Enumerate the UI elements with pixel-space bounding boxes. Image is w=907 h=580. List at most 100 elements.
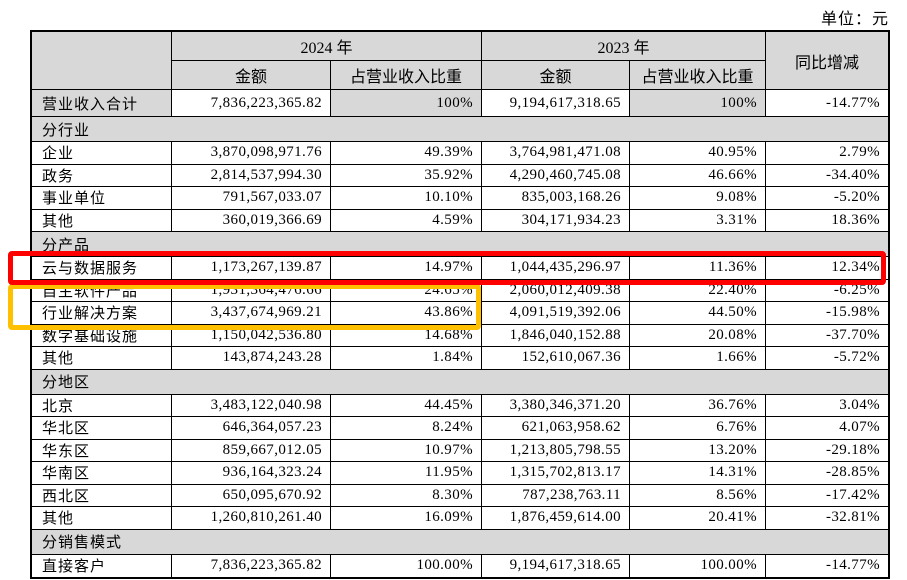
cell-yoy: -28.85% — [825, 464, 880, 481]
cell-amount-2024: 7,836,223,365.82 — [172, 554, 331, 577]
cell-amount-2024: 3,870,098,971.76 — [172, 142, 331, 164]
cell-yoy: -17.42% — [825, 486, 880, 503]
table-row: 直接客户 7,836,223,365.82 100.00% 9,194,617,318… — [32, 554, 888, 577]
cell-ratio-2024: 14.68% — [331, 324, 482, 346]
corner-cell — [32, 32, 172, 89]
table-row: 企业 3,870,098,971.76 49.39% 3,764,981,471.08… — [32, 142, 888, 165]
amount-2024-header: 金额 — [172, 61, 331, 89]
cell-ratio-2023: 13.20% — [630, 439, 766, 461]
table-row: 云与数据服务 1,173,267,139.87 14.97% 1,044,435,29… — [32, 257, 888, 280]
table-row: 政务 2,814,537,994.30 35.92% 4,290,460,745.08… — [32, 164, 888, 187]
cell-ratio-2024: 49.39% — [331, 142, 482, 164]
cell-label: 自主软件产品 — [32, 279, 172, 301]
year-2023-header: 2023 年 — [482, 32, 765, 61]
cell-yoy: 18.36% — [831, 211, 880, 228]
cell-amount-2024: 1,931,364,476.66 — [172, 279, 331, 301]
cell-amount-2024: 1,173,267,139.87 — [172, 257, 331, 279]
cell-ratio-2023: 6.76% — [630, 417, 766, 439]
cell-amount-2024: 650,095,670.92 — [172, 484, 331, 506]
cell-amount-2023: 787,238,763.11 — [482, 484, 630, 506]
cell-amount-2024: 791,567,033.07 — [172, 187, 331, 209]
cell-ratio-2023: 20.41% — [630, 507, 766, 529]
table-row: 华北区 646,364,057.23 8.24% 621,063,958.62 6.76… — [32, 417, 888, 440]
table-row: 其他 143,874,243.28 1.84% 152,610,067.36 1.66%… — [32, 347, 888, 370]
cell-yoy: -15.98% — [825, 304, 880, 321]
table-row: 数字基础设施 1,150,042,536.80 14.68% 1,846,040,15… — [32, 324, 888, 347]
cell-amount-2024: 3,437,674,969.21 — [172, 302, 331, 324]
cell-label: 数字基础设施 — [32, 324, 172, 346]
cell-amount-2023: 3,380,346,371.20 — [482, 394, 630, 416]
section-label: 分产品 — [42, 237, 91, 254]
cell-amount-2023: 3,764,981,471.08 — [482, 142, 630, 164]
cell-amount-2023: 4,290,460,745.08 — [482, 164, 630, 186]
cell-yoy: 2.79% — [839, 144, 880, 161]
cell-label: 其他 — [32, 347, 172, 369]
cell-ratio-2024: 100.00% — [331, 554, 482, 577]
table-row: 其他 1,260,810,261.40 16.09% 1,876,459,614.00… — [32, 507, 888, 530]
cell-ratio-2023: 20.08% — [630, 324, 766, 346]
cell-label: 直接客户 — [32, 554, 172, 577]
cell-yoy: 3.04% — [839, 396, 880, 413]
cell-label: 华北区 — [32, 417, 172, 439]
cell-label: 行业解决方案 — [32, 302, 172, 324]
cell-ratio-2023: 22.40% — [630, 279, 766, 301]
column-group-2024: 2024 年 金额 占营业收入比重 — [172, 32, 482, 89]
cell-amount-2023: 1,044,435,296.97 — [482, 257, 630, 279]
table-row: 行业解决方案 3,437,674,969.21 43.86% 4,091,519,39… — [32, 302, 888, 325]
cell-amount-2023: 304,171,934.23 — [482, 209, 630, 231]
cell-amount-2023: 1,315,702,813.17 — [482, 462, 630, 484]
cell-yoy: -6.25% — [833, 281, 880, 298]
section-row: 分销售模式 — [32, 529, 888, 555]
section-row: 分地区 — [32, 369, 888, 395]
cell-ratio-2023: 8.56% — [630, 484, 766, 506]
ratio-2024-header: 占营业收入比重 — [349, 69, 462, 86]
cell-yoy: -29.18% — [825, 441, 880, 458]
cell-amount-2024: 360,019,366.69 — [172, 209, 331, 231]
cell-ratio-2024: 4.59% — [331, 209, 482, 231]
cell-amount-2024: 143,874,243.28 — [172, 347, 331, 369]
cell-ratio-2023: 1.66% — [630, 347, 766, 369]
cell-ratio-2023: 9.08% — [630, 187, 766, 209]
table-row: 事业单位 791,567,033.07 10.10% 835,003,168.26 9.… — [32, 187, 888, 210]
cell-ratio-2024: 24.65% — [331, 279, 482, 301]
cell-ratio-2024: 11.95% — [331, 462, 482, 484]
column-group-2023: 2023 年 金额 占营业收入比重 — [482, 32, 766, 89]
amount-2023-header: 金额 — [482, 61, 630, 89]
cell-amount-2023: 621,063,958.62 — [482, 417, 630, 439]
cell-ratio-2024: 8.24% — [331, 417, 482, 439]
cell-label: 营业收入合计 — [32, 90, 172, 116]
cell-ratio-2023: 11.36% — [630, 257, 766, 279]
year-2024-header: 2024 年 — [172, 32, 481, 61]
cell-label: 华东区 — [32, 439, 172, 461]
cell-ratio-2024: 43.86% — [331, 302, 482, 324]
cell-amount-2023: 9,194,617,318.65 — [482, 554, 630, 577]
cell-amount-2024: 7,836,223,365.82 — [172, 90, 331, 116]
cell-ratio-2023: 14.31% — [630, 462, 766, 484]
cell-ratio-2024: 1.84% — [331, 347, 482, 369]
cell-amount-2023: 835,003,168.26 — [482, 187, 630, 209]
cell-ratio-2024: 44.45% — [331, 394, 482, 416]
cell-ratio-2024: 35.92% — [331, 164, 482, 186]
table-row: 其他 360,019,366.69 4.59% 304,171,934.23 3.31%… — [32, 209, 888, 232]
cell-amount-2024: 3,483,122,040.98 — [172, 394, 331, 416]
cell-amount-2024: 859,667,012.05 — [172, 439, 331, 461]
cell-yoy: -5.20% — [833, 189, 880, 206]
cell-amount-2023: 1,213,805,798.55 — [482, 439, 630, 461]
cell-amount-2024: 2,814,537,994.30 — [172, 164, 331, 186]
cell-ratio-2023: 3.31% — [630, 209, 766, 231]
table-body: 营业收入合计 7,836,223,365.82 100% 9,194,617,318.… — [32, 90, 888, 577]
cell-ratio-2024: 16.09% — [331, 507, 482, 529]
cell-ratio-2023: 44.50% — [630, 302, 766, 324]
cell-amount-2024: 646,364,057.23 — [172, 417, 331, 439]
cell-ratio-2024: 10.97% — [331, 439, 482, 461]
cell-amount-2024: 936,164,323.24 — [172, 462, 331, 484]
cell-yoy: -5.72% — [833, 349, 880, 366]
cell-yoy: -14.77% — [825, 557, 880, 574]
cell-amount-2024: 1,150,042,536.80 — [172, 324, 331, 346]
cell-ratio-2024: 14.97% — [331, 257, 482, 279]
section-label: 分行业 — [42, 122, 91, 139]
cell-yoy: -32.81% — [825, 509, 880, 526]
cell-label: 其他 — [32, 507, 172, 529]
section-label: 分地区 — [42, 375, 91, 391]
cell-amount-2023: 1,846,040,152.88 — [482, 324, 630, 346]
